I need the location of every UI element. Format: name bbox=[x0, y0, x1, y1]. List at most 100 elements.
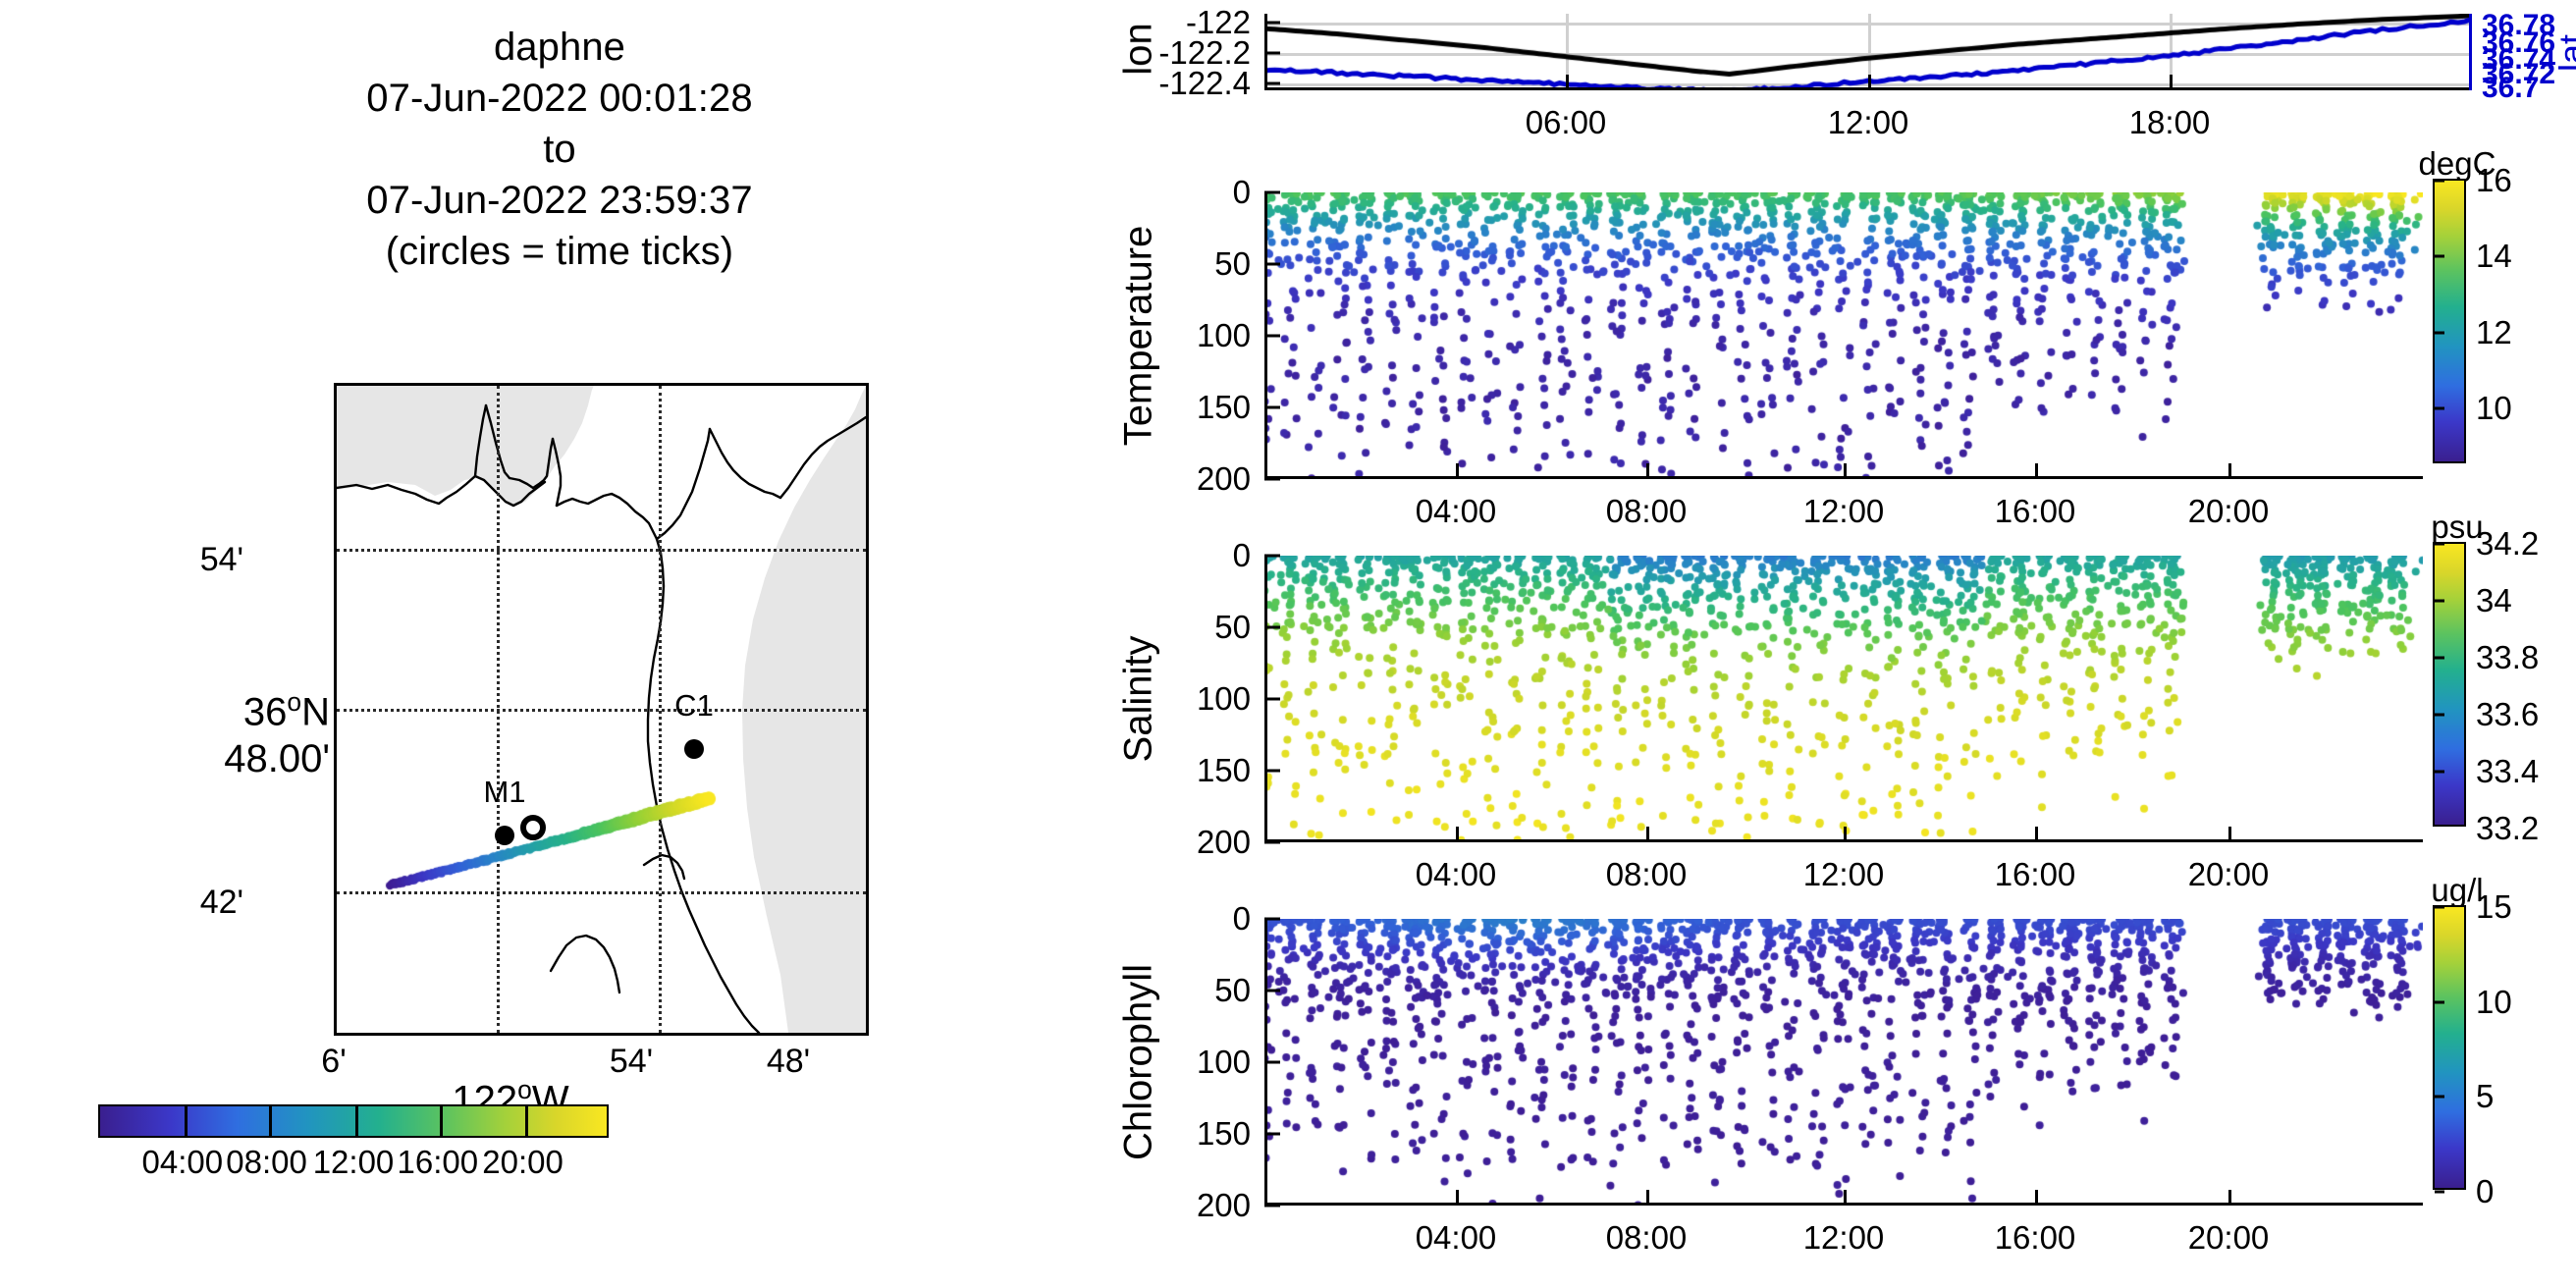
lat-axis-title: lat bbox=[2551, 33, 2576, 73]
time-colorbar-labels: 04:00 08:00 12:00 16:00 20:00 bbox=[98, 1144, 609, 1189]
salinity-colorbar: 34.2 34 33.8 33.6 33.4 33.2 bbox=[2433, 525, 2539, 846]
title-note: (circles = time ticks) bbox=[385, 230, 734, 273]
time-colorbar-tick bbox=[268, 1104, 272, 1138]
station-marker-m1 bbox=[495, 826, 514, 845]
time-tick-label: 16:00 bbox=[1994, 856, 2076, 892]
chlorophyll-axis-title: Chlorophyll bbox=[1116, 963, 1160, 1161]
depth-tick-label: 150 bbox=[1196, 1115, 1251, 1152]
xtick-mark bbox=[2035, 463, 2038, 479]
position-xtick-label: 06:00 bbox=[1525, 104, 1607, 140]
xtick-mark bbox=[1868, 75, 1871, 90]
xtick-mark bbox=[2170, 75, 2173, 90]
time-colorbar-label-1200: 12:00 bbox=[312, 1144, 395, 1180]
time-colorbar-tick bbox=[184, 1104, 188, 1138]
time-tick-circle bbox=[520, 815, 546, 840]
time-colorbar bbox=[98, 1104, 609, 1138]
salinity-scatter bbox=[1264, 556, 2423, 842]
depth-tick-label: 200 bbox=[1196, 1187, 1251, 1223]
station-label-m1: M1 bbox=[483, 775, 526, 809]
depth-tick-label: 50 bbox=[1214, 972, 1251, 1008]
map-ylabel-major: 36oN 48.00' bbox=[145, 687, 330, 782]
map-ylabel-minutes: 48.00' bbox=[224, 736, 330, 780]
map-axes: M1 C1 bbox=[334, 383, 869, 1036]
cbar-tick-mark bbox=[2435, 406, 2444, 410]
lat-ytick-label: 36.7 bbox=[2482, 72, 2540, 104]
depth-tick-label: 0 bbox=[1232, 537, 1251, 573]
ytick-mark bbox=[1264, 989, 1280, 993]
xtick-mark bbox=[1844, 827, 1847, 842]
title-separator: to bbox=[543, 128, 576, 171]
lat-ytick-label: 36.72 bbox=[2482, 58, 2556, 90]
chlorophyll-cbar-label: 15 bbox=[2476, 888, 2512, 925]
chlorophyll-cbar-label: 5 bbox=[2476, 1078, 2495, 1114]
map-xtick-54: 54' bbox=[609, 1043, 654, 1080]
time-tick-label: 04:00 bbox=[1415, 493, 1497, 529]
map-ylabel-deg-value: 36 bbox=[242, 690, 288, 734]
depth-tick-label: 200 bbox=[1196, 824, 1251, 860]
xtick-mark bbox=[1646, 1190, 1649, 1206]
cbar-tick-mark bbox=[2435, 713, 2444, 717]
map-xtick-48: 48' bbox=[766, 1043, 811, 1080]
temperature-plot: 0 50 100 150 200 04:00 08:00 12:00 16:00… bbox=[1117, 145, 2512, 529]
xtick-mark bbox=[1844, 463, 1847, 479]
time-tick-label: 16:00 bbox=[1994, 493, 2076, 529]
map-panel: daphne 07-Jun-2022 00:01:28 to 07-Jun-20… bbox=[0, 0, 1119, 1288]
time-colorbar-tick bbox=[439, 1104, 443, 1138]
time-tick-label: 20:00 bbox=[2187, 1219, 2270, 1256]
chlorophyll-plot: 0 50 100 150 200 04:00 08:00 12:00 16:00… bbox=[1117, 872, 2512, 1256]
map-xtick-6: 6' bbox=[321, 1043, 347, 1080]
time-tick-label: 08:00 bbox=[1605, 493, 1688, 529]
lon-ytick-label: -122.4 bbox=[1158, 65, 1251, 101]
figure-title: daphne 07-Jun-2022 00:01:28 to 07-Jun-20… bbox=[147, 22, 972, 277]
lon-ytick-label: -122.2 bbox=[1158, 34, 1251, 71]
cbar-tick-mark bbox=[2435, 542, 2444, 546]
time-tick-label: 16:00 bbox=[1994, 1219, 2076, 1256]
time-tick-label: 12:00 bbox=[1802, 1219, 1885, 1256]
xtick-mark bbox=[2035, 1190, 2038, 1206]
depth-tick-label: 100 bbox=[1196, 680, 1251, 717]
depth-tick-label: 0 bbox=[1232, 900, 1251, 937]
lon-ytick-label: -122 bbox=[1185, 4, 1251, 40]
temperature-cbar-label: 10 bbox=[2476, 390, 2512, 426]
position-yaxis-right bbox=[2469, 14, 2472, 90]
cbar-tick-mark bbox=[2435, 905, 2444, 909]
salinity-cbar-label: 33.4 bbox=[2476, 753, 2540, 789]
position-xtick-label: 12:00 bbox=[1827, 104, 1909, 140]
title-vehicle: daphne bbox=[493, 26, 626, 69]
ytick-mark bbox=[1264, 1204, 1280, 1208]
ytick-mark bbox=[1264, 477, 1280, 481]
salinity-cbar-label: 33.2 bbox=[2476, 810, 2540, 846]
ytick-mark bbox=[1264, 1060, 1280, 1064]
ytick-mark bbox=[1264, 769, 1280, 773]
temperature-cbar-label: 12 bbox=[2476, 314, 2512, 350]
time-tick-label: 12:00 bbox=[1802, 493, 1885, 529]
salinity-cbar-label: 34.2 bbox=[2476, 525, 2540, 562]
xtick-mark bbox=[1646, 463, 1649, 479]
title-start-time: 07-Jun-2022 00:01:28 bbox=[366, 77, 753, 120]
salinity-axes: 0 50 100 150 200 04:00 08:00 12:00 16:00… bbox=[1197, 537, 2423, 892]
time-colorbar-label-2000: 20:00 bbox=[482, 1144, 564, 1180]
ytick-mark bbox=[1264, 917, 1280, 921]
depth-tick-label: 0 bbox=[1232, 174, 1251, 210]
time-tick-label: 04:00 bbox=[1415, 1219, 1497, 1256]
chlorophyll-colorbar: 15 10 5 0 bbox=[2433, 888, 2512, 1209]
salinity-colorbar-unit: psu bbox=[2431, 509, 2484, 545]
xtick-mark bbox=[2228, 1190, 2231, 1206]
time-tick-label: 20:00 bbox=[2187, 856, 2270, 892]
cbar-tick-mark bbox=[2435, 656, 2444, 660]
degree-symbol-icon-x: o bbox=[517, 1075, 532, 1104]
salinity-cbar-label: 33.6 bbox=[2476, 696, 2540, 732]
depth-tick-label: 150 bbox=[1196, 752, 1251, 788]
vehicle-track bbox=[337, 386, 866, 1033]
depth-tick-label: 200 bbox=[1196, 460, 1251, 497]
title-end-time: 07-Jun-2022 23:59:37 bbox=[366, 179, 753, 222]
time-colorbar-group: 04:00 08:00 12:00 16:00 20:00 bbox=[98, 1104, 609, 1189]
depth-tick-label: 100 bbox=[1196, 317, 1251, 353]
ytick-mark bbox=[1264, 697, 1280, 701]
time-colorbar-label-0400: 04:00 bbox=[141, 1144, 224, 1180]
lon-axis-title: lon bbox=[1116, 23, 1160, 76]
xtick-mark bbox=[1566, 75, 1569, 90]
section-plots-panel: -122 -122.2 -122.4 36.78 36.76 36.74 36.… bbox=[1116, 0, 2576, 1288]
xtick-mark bbox=[1646, 827, 1649, 842]
depth-tick-label: 100 bbox=[1196, 1044, 1251, 1080]
